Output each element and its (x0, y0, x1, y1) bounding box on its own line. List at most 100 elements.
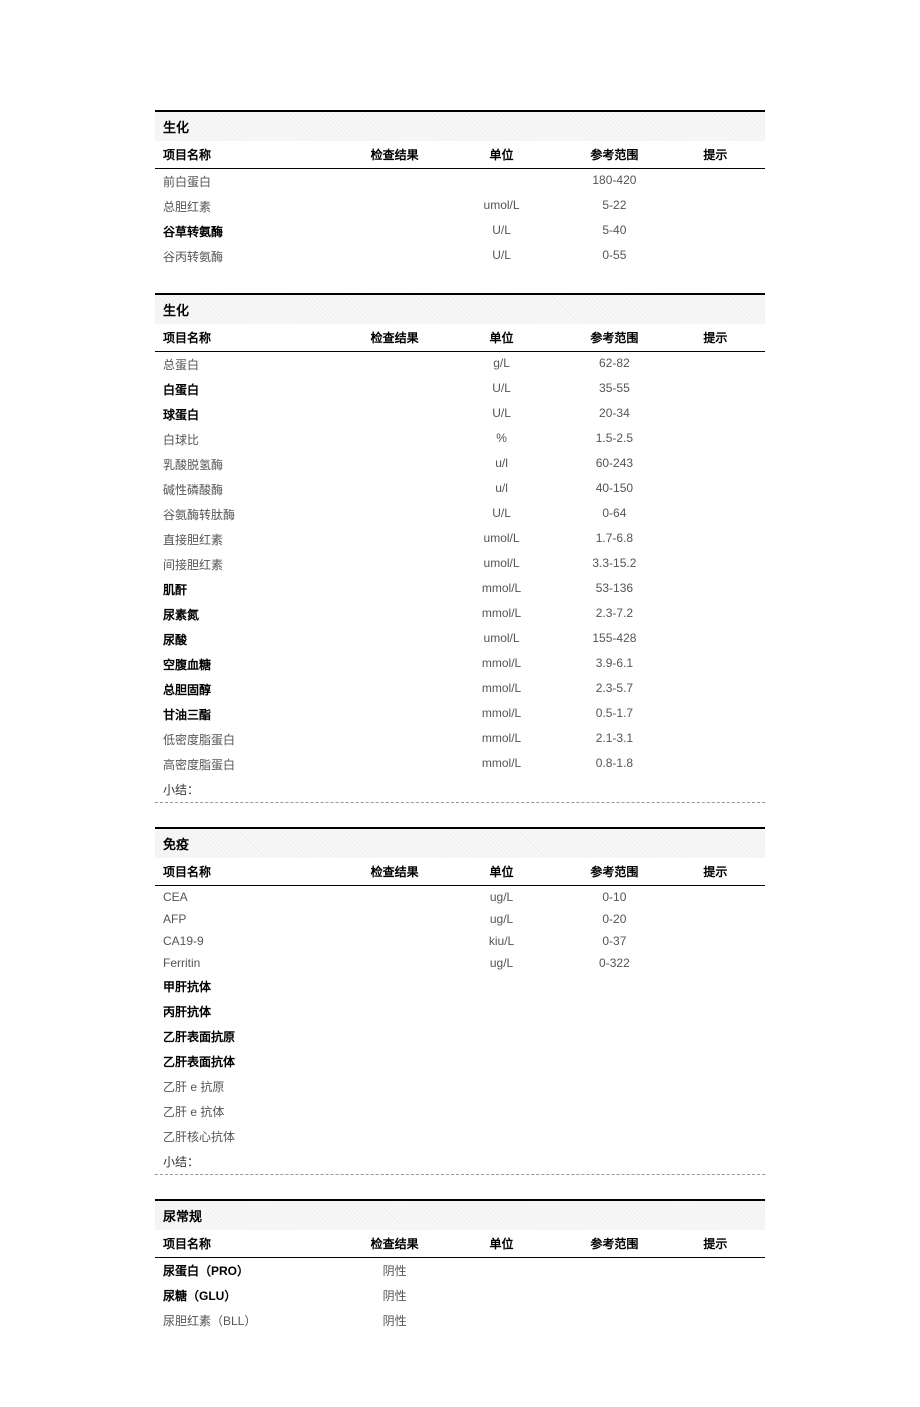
item-name: 尿糖（GLU） (163, 1287, 341, 1304)
header-range: 参考范围 (555, 146, 674, 163)
item-hint (674, 912, 757, 926)
item-result (341, 1103, 448, 1120)
item-result (341, 756, 448, 773)
item-unit: g/L (448, 356, 555, 373)
table-row: 尿酸umol/L155-428 (155, 627, 765, 652)
item-range: 62-82 (555, 356, 674, 373)
item-result (341, 581, 448, 598)
table-row: 乙肝 e 抗原 (155, 1074, 765, 1099)
section-title: 生化 (155, 110, 765, 141)
header-unit: 单位 (448, 329, 555, 346)
item-hint (674, 381, 757, 398)
header-hint: 提示 (674, 1235, 757, 1252)
item-unit (448, 173, 555, 190)
item-name: 总胆红素 (163, 198, 341, 215)
item-result (341, 406, 448, 423)
item-name: 白蛋白 (163, 381, 341, 398)
table-row: 肌酐mmol/L53-136 (155, 577, 765, 602)
item-result (341, 1003, 448, 1020)
item-hint (674, 706, 757, 723)
item-name: 球蛋白 (163, 406, 341, 423)
item-hint (674, 431, 757, 448)
item-range (555, 1312, 674, 1329)
header-unit: 单位 (448, 1235, 555, 1252)
item-unit (448, 1287, 555, 1304)
item-hint (674, 456, 757, 473)
section-0: 生化项目名称检查结果单位参考范围提示前白蛋白180-420总胆红素umol/L5… (155, 110, 765, 269)
header-range: 参考范围 (555, 863, 674, 880)
item-hint (674, 1028, 757, 1045)
item-unit (448, 1003, 555, 1020)
item-hint (674, 356, 757, 373)
item-name: 白球比 (163, 431, 341, 448)
item-unit (448, 1312, 555, 1329)
item-unit: mmol/L (448, 656, 555, 673)
item-range: 1.5-2.5 (555, 431, 674, 448)
item-range: 3.3-15.2 (555, 556, 674, 573)
item-range (555, 1128, 674, 1145)
item-hint (674, 1287, 757, 1304)
table-row: 间接胆红素umol/L3.3-15.2 (155, 552, 765, 577)
header-unit: 单位 (448, 863, 555, 880)
table-row: 乙肝核心抗体 (155, 1124, 765, 1149)
table-row: CEAug/L0-10 (155, 886, 765, 908)
item-hint (674, 556, 757, 573)
header-result: 检查结果 (341, 329, 448, 346)
item-name: 乙肝表面抗原 (163, 1028, 341, 1045)
item-name: 甘油三酯 (163, 706, 341, 723)
item-result (341, 890, 448, 904)
item-hint (674, 756, 757, 773)
table-row: 谷草转氨酶U/L5-40 (155, 219, 765, 244)
item-result (341, 681, 448, 698)
item-name: AFP (163, 912, 341, 926)
item-hint (674, 223, 757, 240)
item-name: 乙肝核心抗体 (163, 1128, 341, 1145)
item-range: 35-55 (555, 381, 674, 398)
item-name: 肌酐 (163, 581, 341, 598)
item-name: 总蛋白 (163, 356, 341, 373)
item-hint (674, 631, 757, 648)
item-name: 谷氨酶转肽酶 (163, 506, 341, 523)
item-range: 180-420 (555, 173, 674, 190)
table-row: 乙肝表面抗原 (155, 1024, 765, 1049)
item-unit: u/l (448, 481, 555, 498)
item-name: 高密度脂蛋白 (163, 756, 341, 773)
item-unit (448, 1028, 555, 1045)
table-row: 乙肝表面抗体 (155, 1049, 765, 1074)
table-row: 尿糖（GLU）阴性 (155, 1283, 765, 1308)
item-unit (448, 1128, 555, 1145)
header-result: 检查结果 (341, 863, 448, 880)
item-hint (674, 1078, 757, 1095)
item-name: 尿胆红素（BLL） (163, 1312, 341, 1329)
item-name: 丙肝抗体 (163, 1003, 341, 1020)
table-row: Ferritinug/L0-322 (155, 952, 765, 974)
table-row: 总蛋白 g/L62-82 (155, 352, 765, 377)
section-3: 尿常规项目名称检查结果单位参考范围提示尿蛋白（PRO）阴性尿糖（GLU）阴性尿胆… (155, 1199, 765, 1333)
item-result (341, 1028, 448, 1045)
section-2: 免疫项目名称检查结果单位参考范围提示CEAug/L0-10AFPug/L0-20… (155, 827, 765, 1175)
item-range (555, 1103, 674, 1120)
item-name: 乙肝 e 抗体 (163, 1103, 341, 1120)
item-range: 2.3-5.7 (555, 681, 674, 698)
item-range: 2.1-3.1 (555, 731, 674, 748)
item-unit: U/L (448, 381, 555, 398)
item-name: 尿酸 (163, 631, 341, 648)
table-row: 乳酸脱氢酶u/l60-243 (155, 452, 765, 477)
item-range: 2.3-7.2 (555, 606, 674, 623)
item-range: 155-428 (555, 631, 674, 648)
item-unit: U/L (448, 248, 555, 265)
item-range: 0-37 (555, 934, 674, 948)
table-row: 乙肝 e 抗体 (155, 1099, 765, 1124)
item-result (341, 1053, 448, 1070)
item-unit: mmol/L (448, 706, 555, 723)
item-name: 尿素氮 (163, 606, 341, 623)
item-name: 间接胆红素 (163, 556, 341, 573)
item-result (341, 706, 448, 723)
item-unit (448, 1053, 555, 1070)
item-result (341, 506, 448, 523)
item-name: 前白蛋白 (163, 173, 341, 190)
item-result (341, 531, 448, 548)
item-range: 60-243 (555, 456, 674, 473)
item-name: Ferritin (163, 956, 341, 970)
item-result (341, 381, 448, 398)
